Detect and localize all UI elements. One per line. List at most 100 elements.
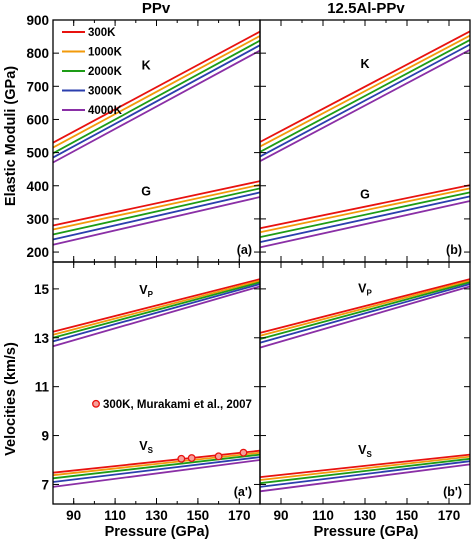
y-tick-label: 300 (26, 212, 49, 227)
curve-label-vs: VS (139, 439, 153, 455)
series-g-300k-line (259, 184, 471, 230)
series-k-2000k-line (259, 39, 471, 153)
y-axis-label-velocities: Velocities (km/s) (3, 342, 19, 456)
y-tick-label: 800 (26, 46, 49, 61)
series-k-1000k-line (259, 34, 471, 148)
series-k-2000k-line (52, 39, 261, 155)
series-vs-300k-line (259, 453, 471, 478)
panel-label: (b') (443, 485, 462, 499)
curve-label-g: G (360, 187, 370, 201)
curve-label-subscript: P (148, 290, 154, 299)
series-k-3000k-line (259, 43, 471, 158)
plot-area: 200 300 400 500 600 700 800 900 K G (a) 300K 1000K 20… (26, 13, 471, 523)
curve-label-vs: VS (358, 443, 372, 459)
panel-label: (b) (446, 243, 462, 257)
series-vs-2000k-line (52, 453, 261, 480)
series-vs-300k-line (52, 449, 261, 474)
y-tick-label: 11 (35, 380, 50, 395)
series-g-1000k-line (259, 187, 471, 234)
series-vp-4000k-line (52, 285, 261, 348)
series-vs-1000k-line (52, 451, 261, 477)
x-tick-label: 130 (354, 508, 377, 523)
panel-frame (52, 261, 261, 505)
series-k-4000k-line (52, 49, 261, 164)
reference-point (187, 454, 196, 462)
series-vs-2000k-line (259, 457, 471, 485)
y-tick-label: 200 (26, 245, 49, 260)
series-vp-4000k-line (259, 285, 471, 349)
x-tick-label: 170 (438, 508, 461, 523)
series-vp-3000k-line (52, 283, 261, 343)
series-g-1000k-line (52, 183, 261, 231)
series-g-4000k-line (259, 200, 471, 249)
series-vs-4000k-line (52, 459, 261, 488)
legend-label-300k: 300K (88, 27, 116, 39)
series-g-3000k-line (259, 195, 471, 243)
reference-legend-marker (92, 399, 100, 408)
legend-label-4000k: 4000K (88, 105, 123, 117)
x-axis-label-left: Pressure (GPa) (105, 524, 210, 540)
y-tick-label: 400 (26, 179, 49, 194)
x-tick-label: 130 (145, 508, 168, 523)
series-g-2000k-line (259, 191, 471, 238)
curve-label-subscript: P (367, 289, 373, 298)
series-vp-2000k-line (259, 281, 471, 340)
series-vs-3000k-line (52, 456, 261, 483)
y-tick-label: 700 (26, 79, 49, 94)
x-tick-label: 150 (396, 508, 419, 523)
panel-2: 90 110 130 150 170 7 9 11 13 15 VP VS (a') 300K, Mura… (34, 261, 261, 523)
series-g-4000k-line (52, 196, 261, 246)
curve-label-vp: VP (139, 283, 153, 299)
series-vs-3000k-line (259, 460, 471, 488)
panel-0: 200 300 400 500 600 700 800 900 K G (a) 300K 1000K 20… (26, 13, 261, 263)
series-k-3000k-line (52, 44, 261, 159)
curve-label-subscript: S (367, 450, 373, 459)
y-axis-label-moduli: Elastic Moduli (GPa) (3, 66, 19, 206)
y-tick-label: 500 (26, 146, 49, 161)
x-tick-label: 90 (273, 508, 288, 523)
series-k-300k-line (52, 30, 261, 144)
series-g-300k-line (52, 180, 261, 227)
series-k-300k-line (259, 30, 471, 143)
panel-title-ppv: PPv (142, 0, 171, 17)
legend: 300K 1000K 2000K 3000K 4000K (62, 27, 123, 117)
legend-label-2000k: 2000K (88, 66, 123, 78)
reference-point (214, 452, 223, 461)
series-vp-300k-line (259, 278, 471, 334)
x-tick-label: 150 (187, 508, 210, 523)
x-tick-label: 90 (66, 508, 81, 523)
y-tick-label: 13 (34, 331, 50, 346)
y-tick-label: 15 (34, 282, 50, 297)
series-k-4000k-line (259, 49, 471, 162)
x-tick-label: 170 (228, 508, 251, 523)
y-tick-label: 600 (26, 112, 49, 127)
y-tick-label: 900 (26, 13, 49, 28)
panel-title-al-ppv: 12.5Al-PPv (327, 0, 405, 17)
series-g-3000k-line (52, 191, 261, 241)
panel-frame (259, 261, 471, 505)
x-axis-label-right: Pressure (GPa) (314, 524, 419, 540)
curve-label-g: G (141, 185, 151, 199)
legend-label-3000k: 3000K (88, 86, 123, 98)
reference-legend-label: 300K, Murakami et al., 2007 (103, 399, 252, 411)
panel-label: (a) (237, 243, 252, 257)
reference-data: 300K, Murakami et al., 2007 (92, 399, 252, 463)
x-tick-label: 110 (104, 508, 126, 523)
series-vp-2000k-line (52, 281, 261, 339)
curve-label-k: K (142, 59, 151, 73)
reference-point (177, 454, 186, 463)
panel-1: K G (b) (259, 19, 471, 263)
series-vp-3000k-line (259, 283, 471, 344)
series-vs-4000k-line (259, 463, 471, 493)
y-tick-label: 9 (41, 429, 49, 444)
panel-label: (a') (234, 485, 252, 499)
curve-label-subscript: S (148, 446, 154, 455)
y-tick-label: 7 (41, 477, 49, 492)
curve-label-vp: VP (358, 282, 372, 298)
curve-label-k: K (360, 57, 369, 71)
series-vp-300k-line (52, 278, 261, 333)
series-vs-1000k-line (259, 455, 471, 481)
legend-label-1000k: 1000K (88, 47, 123, 59)
series-vp-1000k-line (259, 279, 471, 337)
